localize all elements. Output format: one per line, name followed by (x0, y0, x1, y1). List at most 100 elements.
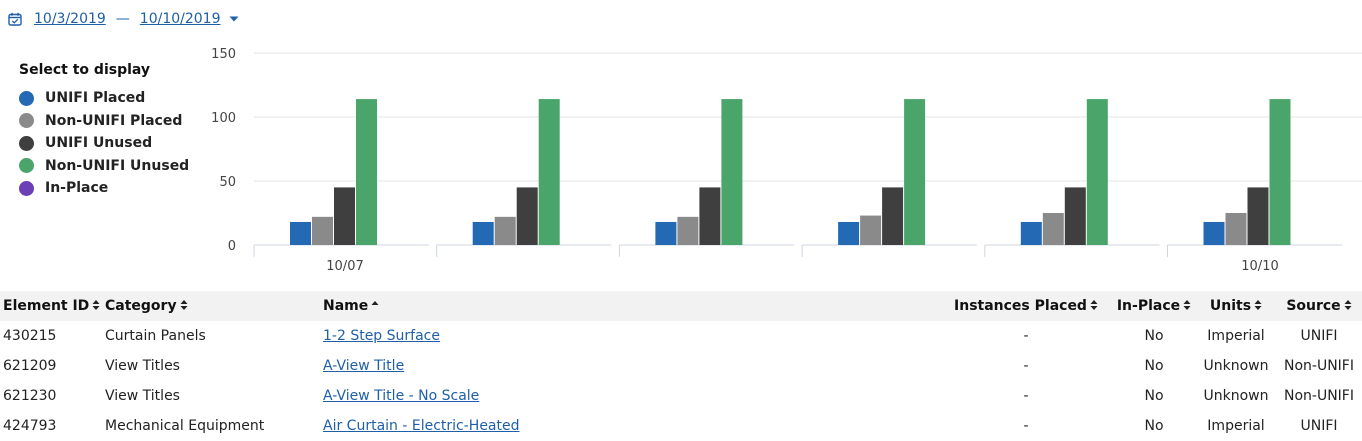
cell-units: Imperial (1207, 328, 1265, 344)
cell-in-place: No (1144, 358, 1164, 374)
bar (1247, 187, 1269, 245)
column-header-in-place[interactable]: In-Place (1112, 291, 1196, 321)
y-tick-label: 50 (219, 175, 236, 190)
bar (334, 187, 355, 245)
cell-units: Imperial (1207, 418, 1265, 434)
sort-icon (92, 300, 100, 310)
bar (494, 216, 516, 245)
element-name-link[interactable]: 1-2 Step Surface (323, 328, 440, 344)
element-name-link[interactable]: A-View Title - No Scale (323, 388, 480, 404)
legend-item-non-unifi-unused[interactable]: Non-UNIFI Unused (19, 155, 189, 178)
sort-asc-icon (371, 301, 379, 305)
cell-element-id: 430215 (3, 328, 57, 344)
legend-item-non-unifi-placed[interactable]: Non-UNIFI Placed (19, 110, 189, 133)
x-tick-label: 10/10 (1241, 259, 1278, 274)
legend-dot (19, 113, 34, 129)
cell-category: View Titles (105, 358, 180, 374)
cell-category: View Titles (105, 388, 180, 404)
cell-element-id: 424793 (3, 418, 57, 434)
column-header-units[interactable]: Units (1196, 291, 1276, 321)
bar (1269, 99, 1291, 245)
table-row[interactable]: 621230 View Titles A-View Title - No Sca… (0, 381, 1362, 411)
column-header-instances-placed[interactable]: Instances Placed (940, 291, 1112, 321)
legend-label: In-Place (45, 180, 109, 197)
legend-dot (19, 180, 34, 196)
bar (356, 99, 377, 245)
cell-units: Unknown (1203, 388, 1269, 404)
cell-category: Curtain Panels (105, 328, 206, 344)
bar-chart: 0 50 100 150 10/07 10/10 (211, 47, 1362, 274)
bar (1086, 99, 1108, 245)
cell-units: Unknown (1203, 358, 1269, 374)
legend-dot (19, 135, 34, 151)
bar (1203, 221, 1225, 245)
elements-table: Element ID Category Name Instances Place… (0, 291, 1362, 441)
legend-item-unifi-unused[interactable]: UNIFI Unused (19, 132, 189, 155)
legend-label: UNIFI Placed (45, 90, 146, 107)
legend-item-in-place[interactable]: In-Place (19, 177, 189, 200)
cell-category: Mechanical Equipment (105, 418, 265, 434)
bar (1042, 213, 1064, 245)
cell-instances-placed: - (1023, 388, 1029, 404)
bar (538, 99, 560, 245)
bar (1225, 213, 1247, 245)
bar (677, 216, 699, 245)
cell-source: Non-UNIFI (1284, 388, 1354, 404)
legend-title: Select to display (19, 62, 151, 78)
bar (1064, 187, 1086, 245)
table-row[interactable]: 430215 Curtain Panels 1-2 Step Surface -… (0, 321, 1362, 351)
cell-instances-placed: - (1023, 418, 1029, 434)
start-date-link[interactable]: 10/3/2019 (34, 11, 106, 27)
cell-instances-placed: - (1023, 328, 1029, 344)
cell-name: A-View Title (320, 351, 940, 381)
end-date-link[interactable]: 10/10/2019 (139, 11, 221, 27)
column-header-name[interactable]: Name (320, 291, 940, 321)
bar (516, 187, 538, 245)
column-header-category[interactable]: Category (102, 291, 320, 321)
table-row[interactable]: 424793 Mechanical Equipment Air Curtain … (0, 411, 1362, 441)
legend-label: UNIFI Unused (45, 135, 153, 152)
y-tick-label: 150 (211, 47, 236, 62)
chart-legend: Select to display UNIFI Placed Non-UNIFI… (19, 62, 189, 200)
cell-in-place: No (1144, 328, 1164, 344)
bar (721, 99, 743, 245)
sort-icon (1090, 300, 1098, 310)
bar (904, 99, 926, 245)
cell-in-place: No (1144, 388, 1164, 404)
table-header-row: Element ID Category Name Instances Place… (0, 291, 1362, 321)
cell-instances-placed: - (1023, 358, 1029, 374)
bar (1020, 221, 1042, 245)
table-row[interactable]: 621209 View Titles A-View Title - No Unk… (0, 351, 1362, 381)
legend-dot (19, 90, 34, 106)
cell-source: UNIFI (1300, 328, 1338, 344)
cell-name: Air Curtain - Electric-Heated (320, 411, 940, 441)
column-header-element-id[interactable]: Element ID (0, 291, 102, 321)
legend-label: Non-UNIFI Placed (45, 112, 183, 129)
sort-icon (1344, 300, 1352, 310)
bar (860, 215, 882, 245)
bar (699, 187, 721, 245)
sort-icon (1254, 300, 1262, 310)
element-name-link[interactable]: A-View Title (323, 358, 405, 374)
cell-element-id: 621230 (3, 388, 57, 404)
legend-item-unifi-placed[interactable]: UNIFI Placed (19, 87, 189, 110)
bar (312, 216, 333, 245)
column-header-source[interactable]: Source (1276, 291, 1362, 321)
bar (655, 221, 677, 245)
bar (838, 221, 860, 245)
cell-source: Non-UNIFI (1284, 358, 1354, 374)
cell-name: A-View Title - No Scale (320, 381, 940, 411)
y-tick-label: 0 (228, 239, 236, 254)
bar (882, 187, 904, 245)
element-name-link[interactable]: Air Curtain - Electric-Heated (323, 418, 520, 434)
cell-source: UNIFI (1300, 418, 1338, 434)
calendar-icon (8, 12, 22, 26)
date-range-picker[interactable]: 10/3/2019 — 10/10/2019 (8, 9, 239, 29)
legend-dot (19, 158, 34, 174)
x-tick-label: 10/07 (326, 259, 363, 274)
y-tick-label: 100 (211, 111, 236, 126)
chevron-down-icon[interactable] (229, 15, 239, 23)
cell-in-place: No (1144, 418, 1164, 434)
bar (290, 221, 311, 245)
cell-element-id: 621209 (3, 358, 57, 374)
